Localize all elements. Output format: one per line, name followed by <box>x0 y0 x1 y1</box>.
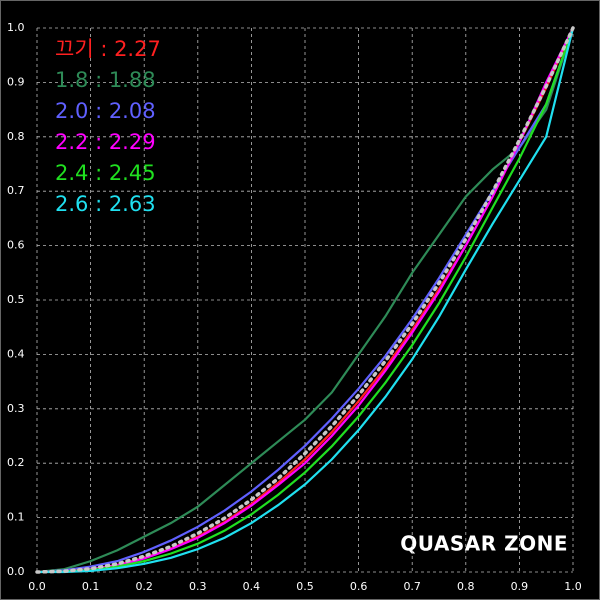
series-line <box>36 27 574 574</box>
legend-entry: 2.4 : 2.45 <box>55 161 156 185</box>
y-tick-label: 0.9 <box>7 75 25 88</box>
series-line <box>36 27 575 574</box>
y-tick-label: 0.8 <box>7 130 25 143</box>
x-tick-label: 0.9 <box>511 580 529 593</box>
legend-entry: 1.8 : 1.88 <box>55 68 156 92</box>
x-tick-label: 0.0 <box>28 580 46 593</box>
x-tick-label: 1.0 <box>564 580 582 593</box>
legend-entry: 2.2 : 2.29 <box>55 130 156 154</box>
y-tick-label: 0.6 <box>7 239 25 252</box>
watermark: QUASAR ZONE <box>400 532 568 556</box>
y-tick-label: 0.7 <box>7 184 25 197</box>
x-tick-label: 0.7 <box>403 580 421 593</box>
legend-entry: 끄기 : 2.27 <box>55 37 161 61</box>
legend-entry: 2.0 : 2.08 <box>55 99 156 123</box>
y-tick-label: 0.2 <box>7 456 25 469</box>
y-tick-label: 0.0 <box>7 565 25 578</box>
y-tick-label: 0.1 <box>7 511 25 524</box>
series-line <box>37 27 575 574</box>
x-tick-label: 0.1 <box>82 580 100 593</box>
x-tick-label: 0.2 <box>135 580 153 593</box>
x-tick-label: 0.5 <box>296 580 314 593</box>
x-tick-label: 0.6 <box>350 580 368 593</box>
x-tick-label: 0.4 <box>243 580 261 593</box>
series-line <box>36 27 575 574</box>
legend-entry: 2.6 : 2.63 <box>55 192 156 216</box>
y-tick-label: 0.5 <box>7 293 25 306</box>
y-tick-label: 0.4 <box>7 347 25 360</box>
series-line <box>35 26 575 574</box>
y-tick-label: 0.3 <box>7 402 25 415</box>
x-tick-label: 0.3 <box>189 580 207 593</box>
x-tick-label: 0.8 <box>457 580 475 593</box>
y-tick-label: 1.0 <box>7 21 25 34</box>
